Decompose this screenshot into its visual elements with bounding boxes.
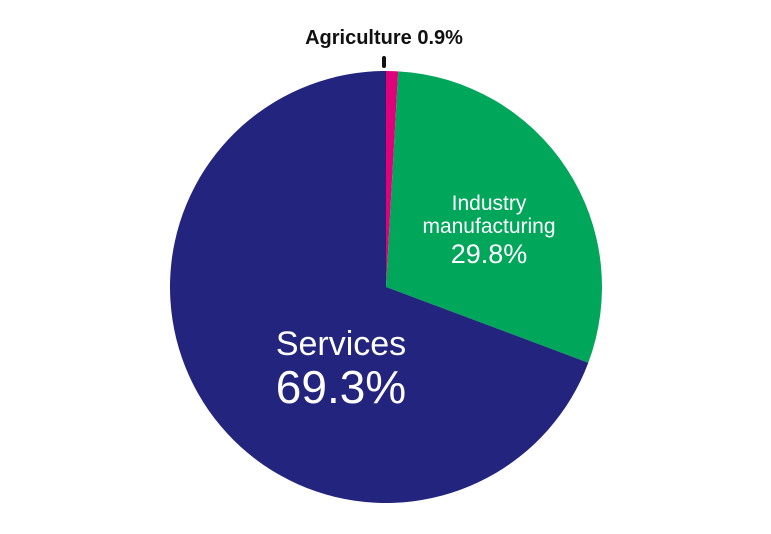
pie-slice-services xyxy=(169,71,589,503)
industry-label-line-1: Industry xyxy=(452,192,527,215)
pie-slices xyxy=(169,71,602,503)
pie-slice-industry-manufacturing xyxy=(386,71,602,363)
services-label: Services xyxy=(276,325,406,363)
industry-value-label: 29.8% xyxy=(451,239,528,269)
services-value-label: 69.3% xyxy=(276,361,406,413)
industry-label-line-2: manufacturing xyxy=(422,215,555,238)
agriculture-callout-label: Agriculture 0.9% xyxy=(305,27,463,49)
pie-slice-agriculture xyxy=(386,71,399,287)
